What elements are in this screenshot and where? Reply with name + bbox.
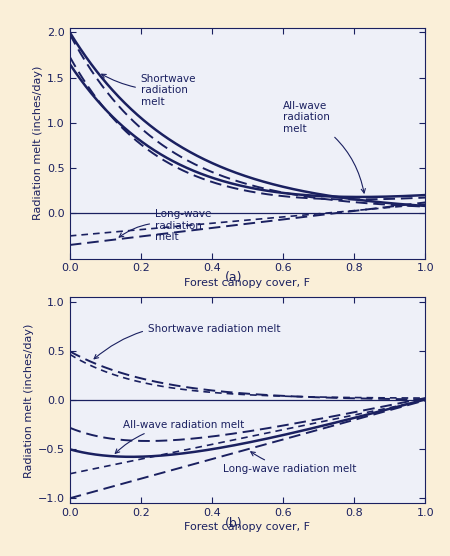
Text: Shortwave
radiation
melt: Shortwave radiation melt <box>102 73 196 107</box>
Text: Long-wave radiation melt: Long-wave radiation melt <box>223 452 356 474</box>
Y-axis label: Radiation melt (inches/day): Radiation melt (inches/day) <box>33 66 43 220</box>
X-axis label: Forest canopy cover, F: Forest canopy cover, F <box>184 277 310 287</box>
Text: All-wave
radiation
melt: All-wave radiation melt <box>283 101 365 193</box>
Text: Long-wave
radiation
melt: Long-wave radiation melt <box>119 209 212 242</box>
Text: All-wave radiation melt: All-wave radiation melt <box>115 420 244 453</box>
Text: (a): (a) <box>225 271 243 285</box>
Text: (b): (b) <box>225 517 243 530</box>
Text: Shortwave radiation melt: Shortwave radiation melt <box>94 324 280 359</box>
Y-axis label: Radiation melt (inches/day): Radiation melt (inches/day) <box>24 323 34 478</box>
X-axis label: Forest canopy cover, F: Forest canopy cover, F <box>184 522 310 532</box>
